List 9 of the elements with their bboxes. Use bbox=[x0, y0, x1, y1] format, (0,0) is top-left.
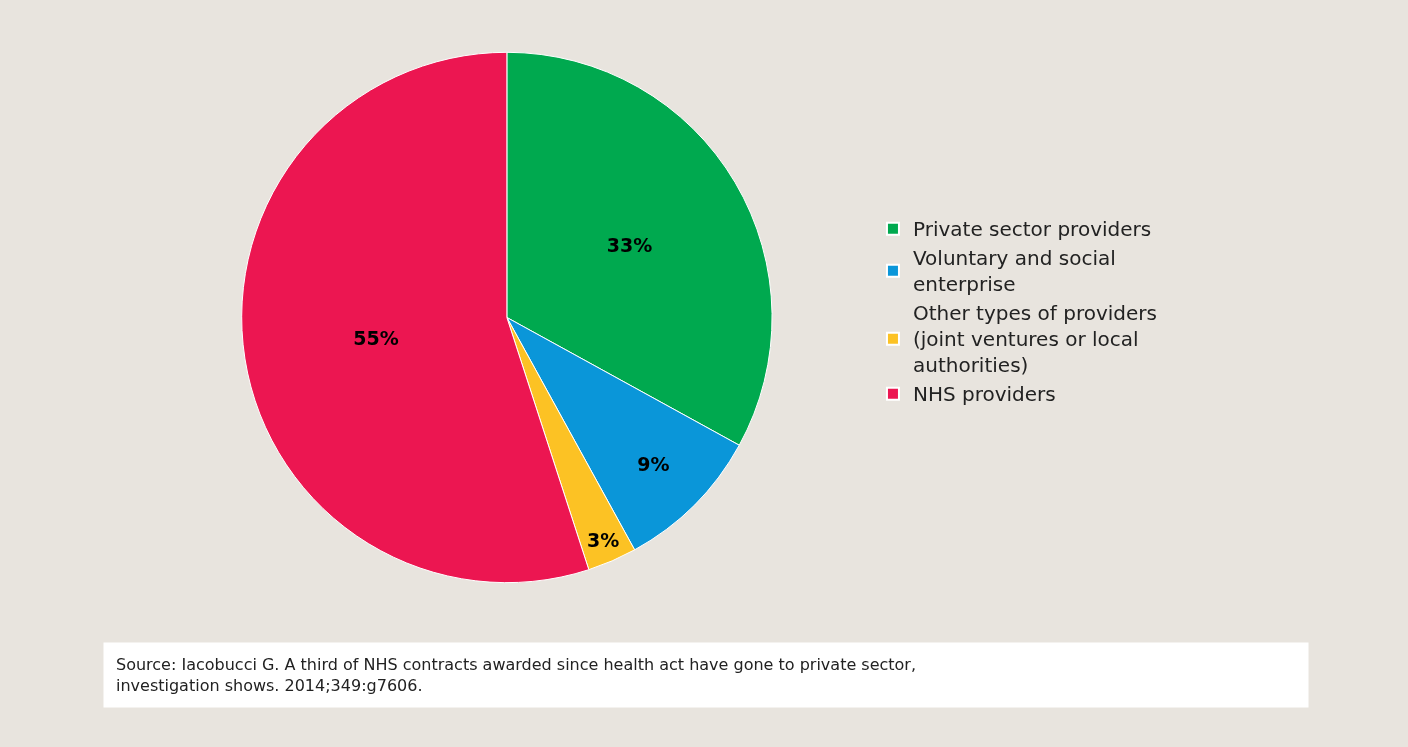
legend-label: Voluntary and social enterprise bbox=[912, 246, 1116, 297]
legend-label: Other types of providers (joint ventures or local authorities) bbox=[912, 301, 1157, 378]
legend-label: Private sector providers bbox=[912, 217, 1152, 242]
data-label: 55% bbox=[353, 327, 399, 350]
source-note: Source: Iacobucci G. A third of NHS contracts awarded since health act have gone to private sector, investigation shows. 2014;349:g7606. bbox=[116, 655, 917, 695]
data-label: 33% bbox=[606, 233, 653, 256]
data-label: 9% bbox=[637, 453, 670, 476]
legend-label: NHS providers bbox=[912, 382, 1056, 407]
data-label: 3% bbox=[587, 528, 620, 551]
